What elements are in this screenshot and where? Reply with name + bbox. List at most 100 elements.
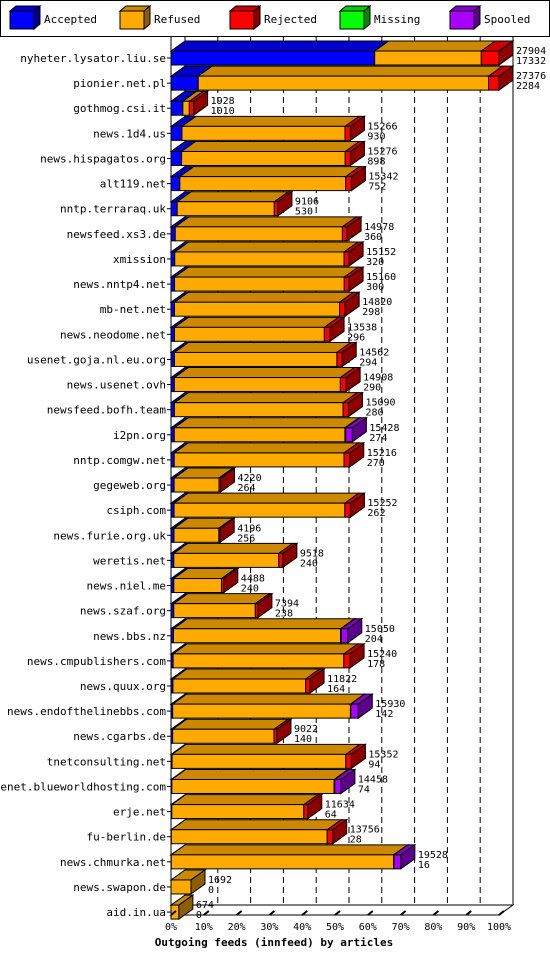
value-label-offered: 15266 <box>367 121 397 132</box>
category-label: erje.net <box>113 806 166 819</box>
bar-side <box>498 40 514 66</box>
bar-refused <box>170 854 395 870</box>
x-tick-label: 20% <box>228 922 246 933</box>
bar-side <box>332 818 348 845</box>
x-axis-label: Outgoing feeds (innfeed) by articles <box>155 936 393 949</box>
category-label: news.szaf.org <box>80 605 166 618</box>
bar-refused <box>374 50 482 66</box>
category-label: news.furie.org.uk <box>53 529 166 542</box>
value-label-offered: 7394 <box>275 599 299 610</box>
category-label: news.quux.org <box>80 680 166 693</box>
bar-rejected <box>303 804 309 820</box>
bar-refused <box>173 552 280 568</box>
value-label-offered: 15216 <box>367 448 397 459</box>
legend-label: Spooled <box>484 13 530 26</box>
value-label-offered: 15342 <box>368 172 398 183</box>
value-label-accepted: 1010 <box>211 106 235 117</box>
bar-refused-top <box>171 693 366 705</box>
value-label-accepted: 0 <box>208 885 214 896</box>
value-label-offered: 15160 <box>366 272 396 283</box>
bar-rejected <box>344 125 351 141</box>
x-tick <box>235 910 243 916</box>
bar-refused <box>173 527 220 543</box>
category-label: aid.in.ua <box>106 906 166 919</box>
bar-refused <box>173 452 345 468</box>
value-label-offered: 13538 <box>347 322 377 333</box>
bar-rejected <box>343 276 350 292</box>
category-label: mb-net.net <box>100 303 166 316</box>
value-label-accepted: 296 <box>347 332 365 343</box>
x-tick-label: 40% <box>293 922 311 933</box>
bar-rejected <box>278 552 284 568</box>
value-label-accepted: 264 <box>238 483 256 494</box>
x-tick-label: 90% <box>457 922 475 933</box>
value-label-accepted: 140 <box>294 734 312 745</box>
bar-refused <box>173 351 338 367</box>
category-label: news.usenet.ovh <box>67 379 166 392</box>
value-label-accepted: 142 <box>375 709 393 720</box>
bar-side <box>329 316 345 343</box>
bar-refused-top <box>180 140 361 152</box>
bar-refused <box>171 753 347 769</box>
value-label-offered: 19528 <box>418 850 448 861</box>
bar-side <box>341 341 357 368</box>
bar-refused-top <box>173 266 360 278</box>
legend-item-rejected: Rejected <box>228 4 317 31</box>
bar-refused-top <box>170 768 350 780</box>
bar-accepted <box>170 402 175 418</box>
bar-side <box>220 467 236 494</box>
bar-refused-top <box>172 442 360 454</box>
bar-rejected <box>339 301 346 317</box>
category-label: newsfeed.bofh.team <box>47 404 167 417</box>
bar-accepted <box>170 251 176 267</box>
category-label: nntp.comgw.net <box>73 454 166 467</box>
bar-side <box>309 668 325 694</box>
x-tick-label: 60% <box>359 922 377 933</box>
bar-refused-top <box>170 743 362 755</box>
bar-accepted <box>170 201 178 217</box>
category-label: i2pn.org <box>113 429 166 442</box>
bar-side <box>349 441 365 468</box>
bar-refused <box>182 100 190 116</box>
bar-refused <box>179 176 347 192</box>
value-label-accepted: 2284 <box>516 81 540 92</box>
bar-side <box>344 291 360 318</box>
value-label-accepted: 262 <box>367 508 385 519</box>
category-label: news.bbs.nz <box>93 630 166 643</box>
value-label-offered: 9518 <box>300 548 324 559</box>
value-label-accepted: 530 <box>295 207 313 218</box>
category-label: news.endofthelinebbs.com <box>7 705 166 718</box>
category-label: gegeweb.org <box>93 479 166 492</box>
value-label-offered: 15930 <box>375 699 405 710</box>
bar-side <box>349 140 365 167</box>
value-label-accepted: 270 <box>367 458 385 469</box>
bar-rejected <box>342 402 349 418</box>
value-label-offered: 674 <box>196 900 214 911</box>
value-label-accepted: 204 <box>365 634 383 645</box>
value-label-accepted: 178 <box>367 659 385 670</box>
bar-refused <box>173 578 222 594</box>
value-label-accepted: 94 <box>368 759 380 770</box>
value-label-accepted: 300 <box>366 282 384 293</box>
value-label-offered: 14908 <box>363 373 393 384</box>
bar-side <box>349 642 365 669</box>
bar-rejected <box>341 226 348 242</box>
legend-item-refused: Refused <box>118 4 200 31</box>
category-label: newsfeed.xs3.de <box>67 228 166 241</box>
category-label: usenet.goja.nl.eu.org <box>27 353 166 366</box>
bar-refused <box>174 226 343 242</box>
bar-refused-top <box>171 668 322 680</box>
x-tick <box>465 910 472 916</box>
bar-rejected <box>336 351 343 367</box>
bar-refused <box>170 829 328 845</box>
bar-rejected <box>273 201 279 217</box>
